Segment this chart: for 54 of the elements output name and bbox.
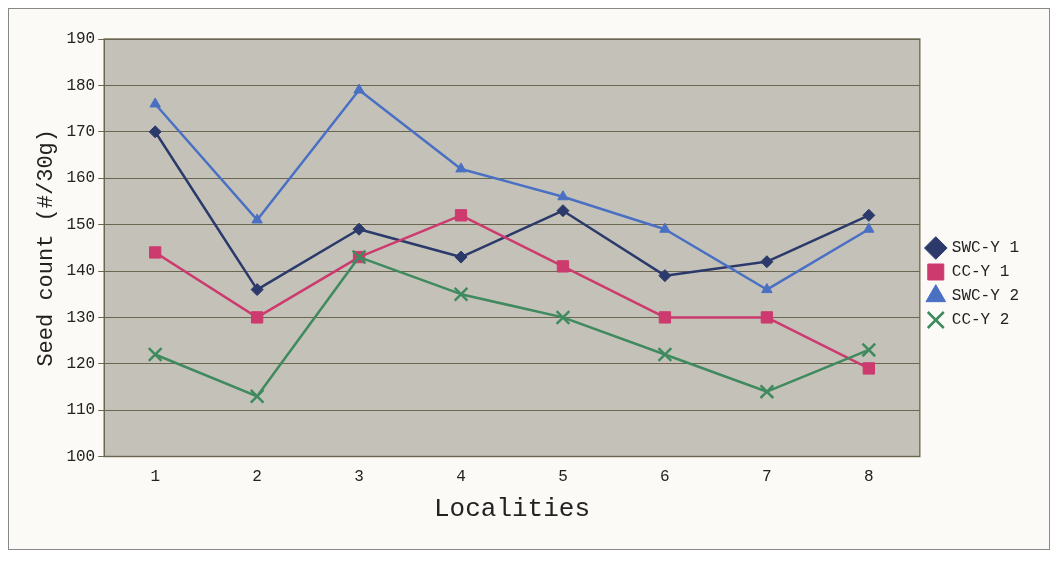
x-axis-title: Localities	[433, 494, 591, 525]
point	[760, 311, 774, 324]
y-tick-label: 140	[66, 262, 96, 281]
point	[353, 83, 365, 94]
legend-label: SWC-Y 1	[951, 239, 1020, 258]
point	[760, 255, 774, 269]
point	[454, 209, 468, 222]
point	[861, 342, 877, 358]
point	[556, 260, 570, 273]
y-tick-label: 190	[66, 30, 96, 49]
point	[453, 286, 469, 302]
point	[149, 97, 161, 108]
point	[657, 346, 673, 363]
y-axis-title: Seed count (#/30g)	[34, 128, 60, 367]
y-tick-label: 170	[66, 123, 96, 142]
point	[250, 283, 264, 297]
point	[862, 208, 876, 222]
y-tick-label: 120	[66, 355, 96, 374]
point	[352, 222, 366, 236]
point	[658, 269, 672, 283]
legend-label: CC-Y 1	[951, 263, 1010, 282]
legend-label: SWC-Y 2	[951, 287, 1020, 306]
point	[759, 384, 775, 400]
x-tick-label: 1	[150, 468, 160, 487]
point	[863, 222, 875, 233]
point	[149, 246, 162, 259]
y-tick-label: 180	[66, 76, 96, 95]
point	[658, 311, 672, 324]
y-tick-label: 160	[66, 169, 96, 188]
point	[249, 388, 265, 404]
x-tick-label: 8	[864, 468, 874, 487]
x-tick-label: 3	[354, 468, 364, 487]
x-tick-label: 2	[252, 468, 262, 487]
x-tick-label: 5	[558, 468, 568, 487]
x-tick-label: 4	[456, 468, 466, 487]
point	[862, 362, 875, 375]
point	[556, 204, 570, 218]
x-tick-label: 7	[762, 468, 772, 487]
point	[555, 309, 571, 326]
point	[455, 162, 467, 173]
y-tick-label: 100	[66, 447, 96, 466]
point	[250, 311, 264, 324]
point	[251, 213, 263, 224]
y-tick-label: 130	[66, 308, 96, 327]
y-tick-label: 150	[66, 215, 96, 234]
x-tick-label: 6	[660, 468, 670, 487]
point	[148, 125, 162, 139]
point	[454, 250, 468, 264]
legend-label: CC-Y 2	[951, 311, 1010, 330]
point	[761, 283, 773, 294]
y-tick-label: 110	[66, 401, 96, 420]
point	[557, 190, 569, 201]
point	[659, 222, 671, 233]
point	[147, 346, 163, 363]
